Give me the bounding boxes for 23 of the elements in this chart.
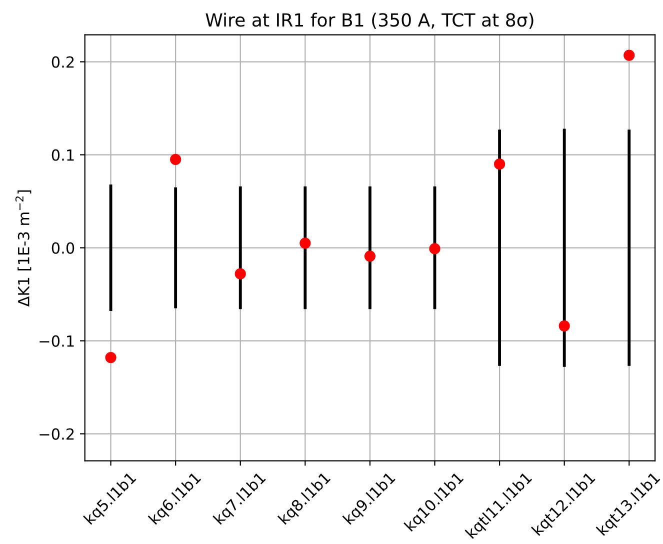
point <box>494 158 506 170</box>
point <box>558 320 570 332</box>
point <box>300 238 311 249</box>
point <box>624 50 635 61</box>
y-tick-label: 0.2 <box>52 56 74 68</box>
point <box>364 250 376 262</box>
bar <box>498 130 501 366</box>
chart-title: Wire at IR1 for B1 (350 A, TCT at 8σ) <box>206 12 534 29</box>
bar <box>628 130 631 366</box>
bar <box>238 186 242 310</box>
y-tick-label: −0.2 <box>40 428 74 440</box>
y-axis-title: ΔK1 [1E-3 m$^{−2}$] <box>15 190 32 307</box>
bar <box>562 128 566 367</box>
bar <box>304 186 307 310</box>
point <box>429 243 440 254</box>
point <box>170 154 182 165</box>
y-tick-label: −0.1 <box>40 335 74 347</box>
point <box>105 352 116 364</box>
y-tick-label: 0.1 <box>52 149 74 161</box>
point <box>234 268 246 280</box>
bar <box>174 187 178 308</box>
bar <box>368 186 372 310</box>
y-tick-label: 0.0 <box>52 242 74 254</box>
